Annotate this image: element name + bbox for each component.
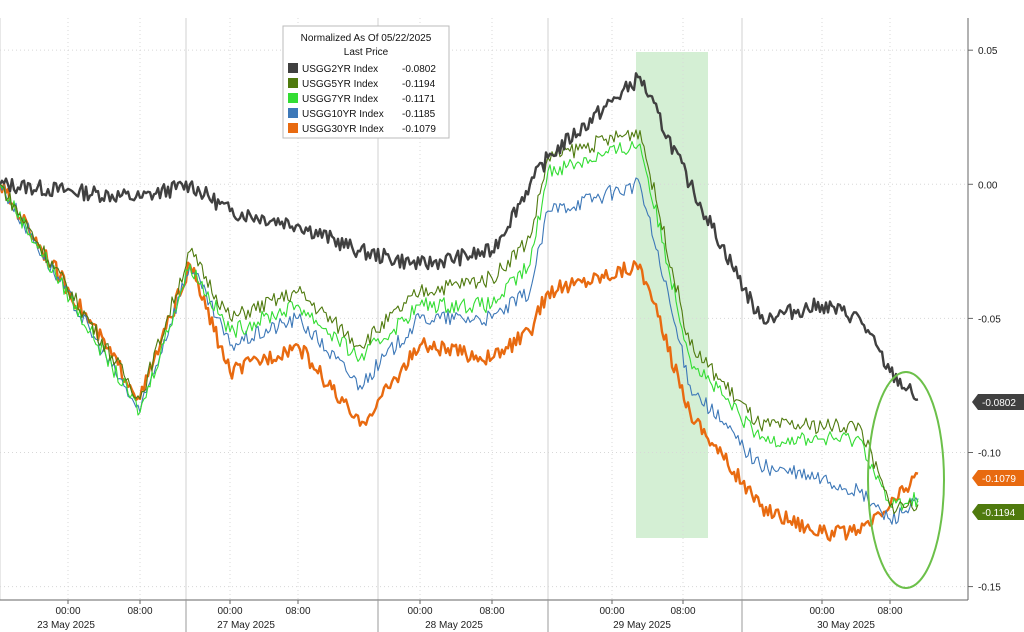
x-date-label: 27 May 2025: [217, 620, 275, 631]
axes-layer: 0.05 0.00 -0.05 -0.10 -0.15 00:00 08:00 00:00 08…: [0, 18, 1001, 632]
legend-series-name: USGG2YR Index: [302, 64, 378, 75]
x-tick-label: 08:00: [670, 606, 695, 617]
badge-label: -0.1194: [982, 508, 1016, 519]
series-layer: [0, 72, 919, 542]
x-tick-label: 00:00: [217, 606, 242, 617]
legend-swatch: [288, 108, 298, 118]
x-date-label: 28 May 2025: [425, 620, 483, 631]
x-tick-label: 08:00: [285, 606, 310, 617]
series-line-usgg5yr: [0, 129, 919, 515]
badge-label: -0.1079: [982, 474, 1016, 485]
y-tick-label: -0.05: [978, 314, 1001, 325]
series-line-usgg2yr: [0, 72, 919, 401]
legend-box: Normalized As Of 05/22/2025 Last Price USG…: [282, 25, 450, 139]
x-tick-label: 00:00: [809, 606, 834, 617]
legend-series-name: USGG10YR Index: [302, 109, 384, 120]
y-tick-label: -0.10: [978, 448, 1001, 459]
last-value-badges: -0.0802 -0.1079 -0.1194: [972, 394, 1024, 520]
legend-series-last: -0.1079: [402, 124, 436, 135]
legend-background: [282, 25, 450, 139]
last-value-badge: -0.0802: [972, 394, 1024, 410]
legend-series-last: -0.0802: [402, 64, 436, 75]
last-value-badge: -0.1079: [972, 470, 1024, 486]
series-line-usgg30yr: [0, 182, 919, 542]
last-value-badge: -0.1194: [972, 504, 1024, 520]
annotation-layer: [867, 371, 945, 589]
legend-series-last: -0.1171: [402, 94, 436, 105]
series-line-usgg7yr: [0, 140, 919, 511]
legend-subtitle: Last Price: [344, 47, 389, 58]
highlight-band-layer: [636, 52, 708, 538]
x-date-label: 23 May 2025: [37, 620, 95, 631]
legend-swatch: [288, 78, 298, 88]
x-date-label: 30 May 2025: [817, 620, 875, 631]
annotation-ellipse: [867, 371, 945, 589]
badge-shape: [972, 470, 1024, 486]
x-tick-label: 08:00: [479, 606, 504, 617]
y-tick-label: 0.05: [978, 46, 998, 57]
legend-swatch: [288, 93, 298, 103]
badge-shape: [972, 394, 1024, 410]
x-tick-label: 08:00: [877, 606, 902, 617]
legend-series-last: -0.1185: [402, 109, 436, 120]
badge-label: -0.0802: [982, 398, 1016, 409]
x-tick-label: 00:00: [407, 606, 432, 617]
legend-swatch: [288, 123, 298, 133]
grid-layer: [0, 18, 968, 600]
x-tick-label: 08:00: [127, 606, 152, 617]
legend-series-last: -0.1194: [402, 79, 436, 90]
x-date-label: 29 May 2025: [613, 620, 671, 631]
badge-shape: [972, 504, 1024, 520]
legend-series-name: USGG5YR Index: [302, 79, 378, 90]
legend-title: Normalized As Of 05/22/2025: [301, 33, 432, 44]
legend-series-name: USGG30YR Index: [302, 124, 384, 135]
highlight-band: [636, 52, 708, 538]
y-tick-label: 0.00: [978, 180, 998, 191]
legend-swatch: [288, 63, 298, 73]
x-tick-label: 00:00: [55, 606, 80, 617]
y-tick-label: -0.15: [978, 583, 1001, 594]
x-tick-label: 00:00: [599, 606, 624, 617]
legend-series-name: USGG7YR Index: [302, 94, 378, 105]
